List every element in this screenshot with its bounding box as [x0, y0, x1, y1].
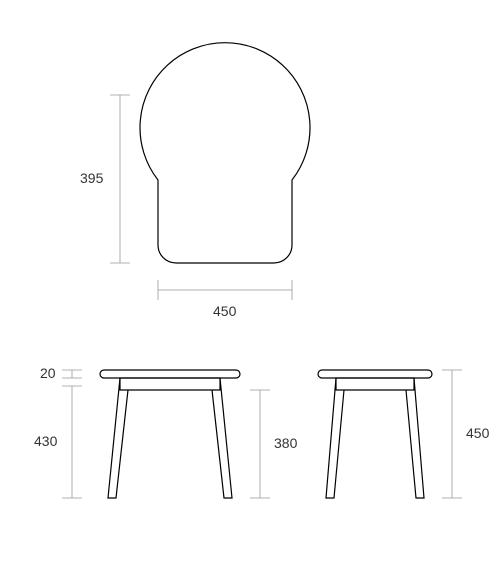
front-leg-right — [212, 378, 232, 498]
side-leg-right — [406, 378, 424, 498]
dim-label-430: 430 — [34, 433, 58, 449]
side-view: 450 — [318, 370, 490, 498]
dim-label-20: 20 — [40, 365, 56, 381]
top-view-shape — [140, 43, 310, 263]
front-apron — [120, 378, 220, 390]
side-leg-left — [326, 378, 344, 498]
dim-label-450: 450 — [213, 303, 237, 319]
front-view: 20 430 380 — [34, 365, 298, 498]
dim-label-450h: 450 — [466, 425, 490, 441]
front-leg-left — [108, 378, 128, 498]
technical-drawing: 395 450 20 430 380 — [0, 0, 500, 565]
side-apron — [336, 378, 414, 390]
dim-label-380: 380 — [274, 435, 298, 451]
dim-label-395: 395 — [80, 170, 104, 186]
front-tabletop — [100, 370, 240, 378]
top-view: 395 450 — [80, 43, 310, 319]
side-tabletop — [318, 370, 432, 378]
